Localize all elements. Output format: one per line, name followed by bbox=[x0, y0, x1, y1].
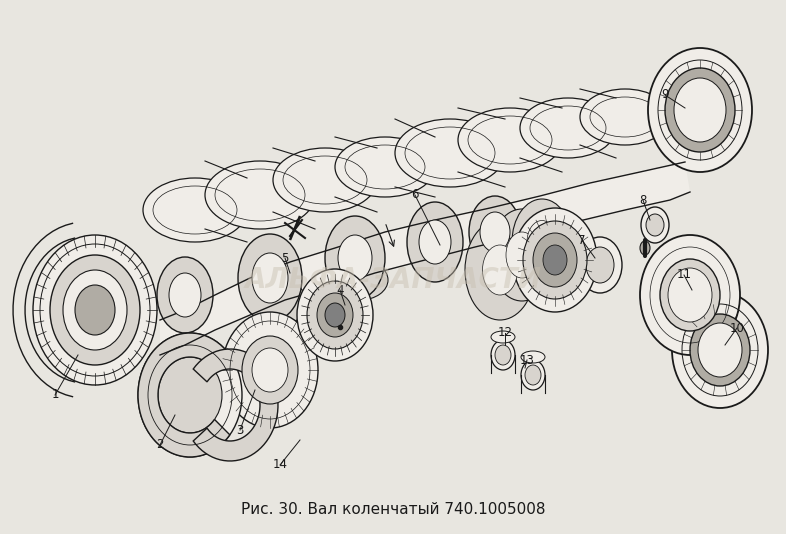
Text: 6: 6 bbox=[411, 189, 419, 201]
Ellipse shape bbox=[483, 245, 517, 295]
Text: 11: 11 bbox=[677, 269, 692, 281]
Ellipse shape bbox=[332, 260, 388, 300]
Ellipse shape bbox=[297, 269, 373, 361]
Ellipse shape bbox=[491, 331, 515, 343]
Ellipse shape bbox=[512, 199, 572, 285]
Text: 4: 4 bbox=[336, 284, 343, 296]
Ellipse shape bbox=[646, 214, 664, 236]
Text: 7: 7 bbox=[578, 233, 586, 247]
Ellipse shape bbox=[521, 351, 545, 363]
Ellipse shape bbox=[640, 235, 740, 355]
Ellipse shape bbox=[521, 360, 545, 390]
Ellipse shape bbox=[33, 235, 157, 385]
Ellipse shape bbox=[648, 48, 752, 172]
Ellipse shape bbox=[523, 221, 587, 299]
Ellipse shape bbox=[665, 68, 735, 152]
Polygon shape bbox=[193, 349, 278, 461]
Ellipse shape bbox=[338, 235, 372, 281]
Ellipse shape bbox=[325, 216, 385, 300]
Ellipse shape bbox=[660, 259, 720, 331]
Ellipse shape bbox=[138, 333, 242, 457]
Ellipse shape bbox=[238, 234, 302, 322]
Ellipse shape bbox=[307, 281, 363, 349]
Text: 14: 14 bbox=[273, 459, 288, 472]
Ellipse shape bbox=[520, 98, 616, 158]
Ellipse shape bbox=[252, 253, 288, 303]
Ellipse shape bbox=[690, 314, 750, 386]
Ellipse shape bbox=[407, 202, 463, 282]
Ellipse shape bbox=[458, 108, 562, 172]
Ellipse shape bbox=[50, 255, 140, 365]
Ellipse shape bbox=[469, 196, 521, 268]
Ellipse shape bbox=[248, 281, 308, 325]
Text: 1: 1 bbox=[51, 389, 59, 402]
Ellipse shape bbox=[158, 357, 222, 433]
Ellipse shape bbox=[672, 292, 768, 408]
Ellipse shape bbox=[242, 336, 298, 404]
Ellipse shape bbox=[222, 312, 318, 428]
Ellipse shape bbox=[395, 119, 505, 187]
Text: 8: 8 bbox=[639, 193, 647, 207]
Text: 3: 3 bbox=[237, 423, 244, 436]
Ellipse shape bbox=[273, 148, 377, 212]
Text: Рис. 30. Вал коленчатый 740.1005008: Рис. 30. Вал коленчатый 740.1005008 bbox=[241, 502, 545, 517]
Ellipse shape bbox=[252, 348, 288, 392]
Ellipse shape bbox=[640, 241, 650, 255]
Ellipse shape bbox=[317, 293, 353, 337]
Polygon shape bbox=[138, 333, 230, 457]
Ellipse shape bbox=[490, 209, 554, 301]
Ellipse shape bbox=[674, 78, 726, 142]
Ellipse shape bbox=[525, 365, 541, 385]
Ellipse shape bbox=[205, 161, 315, 229]
Ellipse shape bbox=[75, 285, 115, 335]
Ellipse shape bbox=[527, 221, 557, 263]
Ellipse shape bbox=[578, 237, 622, 293]
Text: АЛЬФА-ЗАПЧАСТИ: АЛЬФА-ЗАПЧАСТИ bbox=[244, 266, 542, 294]
Ellipse shape bbox=[63, 270, 127, 350]
Text: 12: 12 bbox=[498, 326, 512, 340]
Text: 9: 9 bbox=[661, 89, 669, 101]
Ellipse shape bbox=[698, 323, 742, 377]
Ellipse shape bbox=[419, 220, 451, 264]
Ellipse shape bbox=[491, 340, 515, 370]
Ellipse shape bbox=[506, 232, 538, 278]
Ellipse shape bbox=[513, 208, 597, 312]
Text: 13: 13 bbox=[520, 354, 534, 366]
Text: 2: 2 bbox=[156, 438, 163, 452]
Polygon shape bbox=[160, 162, 690, 355]
Ellipse shape bbox=[335, 137, 435, 197]
Ellipse shape bbox=[495, 345, 511, 365]
Ellipse shape bbox=[480, 212, 510, 252]
Ellipse shape bbox=[465, 220, 535, 320]
Text: 10: 10 bbox=[729, 321, 744, 334]
Ellipse shape bbox=[533, 233, 577, 287]
Ellipse shape bbox=[169, 273, 201, 317]
Ellipse shape bbox=[580, 89, 670, 145]
Ellipse shape bbox=[325, 303, 345, 327]
Ellipse shape bbox=[641, 207, 669, 243]
Ellipse shape bbox=[157, 257, 213, 333]
Ellipse shape bbox=[586, 247, 614, 283]
Ellipse shape bbox=[143, 178, 247, 242]
Ellipse shape bbox=[543, 245, 567, 275]
Ellipse shape bbox=[668, 268, 712, 322]
Text: 5: 5 bbox=[281, 252, 288, 264]
